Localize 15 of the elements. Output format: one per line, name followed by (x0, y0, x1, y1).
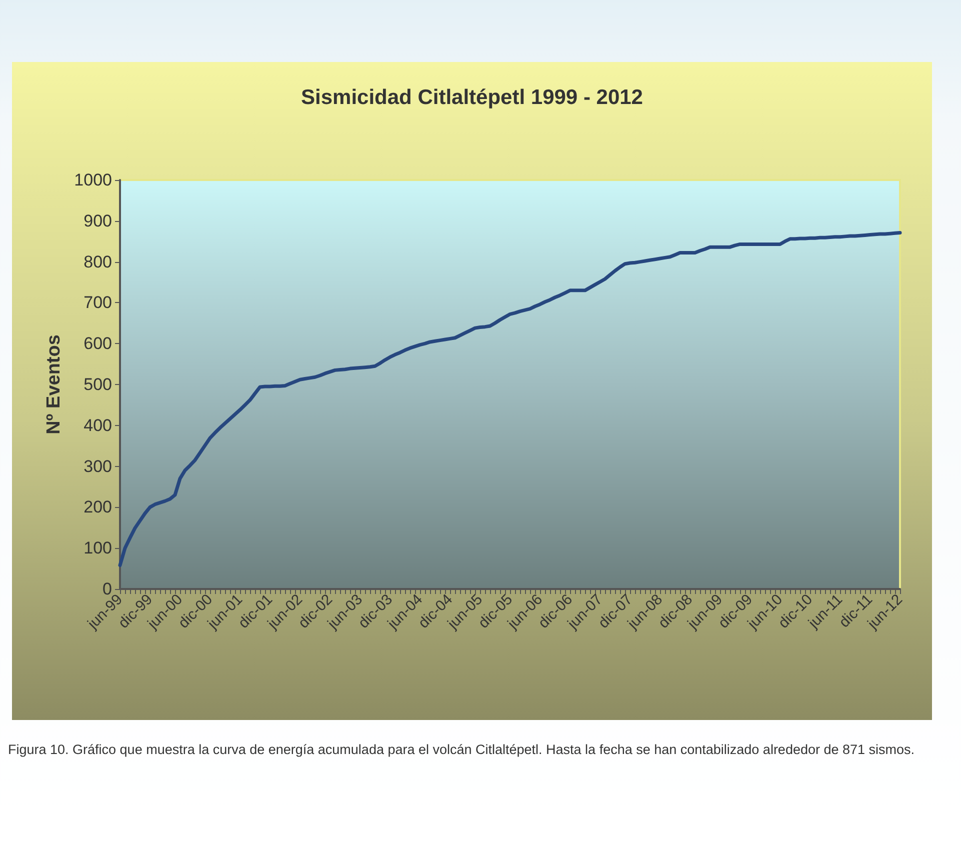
y-tick-label: 0 (102, 580, 112, 598)
y-tick-label: 900 (84, 211, 112, 230)
chart-title: Sismicidad Citlaltépetl 1999 - 2012 (301, 86, 643, 109)
text: Figura 10. Gráfico que muestra la curva de energía acumulada para el volcán Citlaltépetl. Hasta la fecha se han contabilizado alrededor de 871 sismos. (8, 741, 916, 759)
y-tick-label: 1000 (74, 170, 112, 190)
y-axis-title: Nº Eventos (43, 334, 64, 434)
y-tick-label: 300 (84, 456, 112, 476)
y-tick-label: 500 (84, 375, 112, 394)
y-tick-label: 700 (84, 293, 112, 312)
y-tick-label: 600 (84, 334, 112, 354)
y-tick-label: 200 (84, 498, 112, 517)
line-series (118, 231, 902, 568)
y-tick-label: 800 (84, 252, 112, 272)
y-tick-label: 400 (84, 416, 112, 435)
y-tick-label: 100 (84, 538, 112, 558)
